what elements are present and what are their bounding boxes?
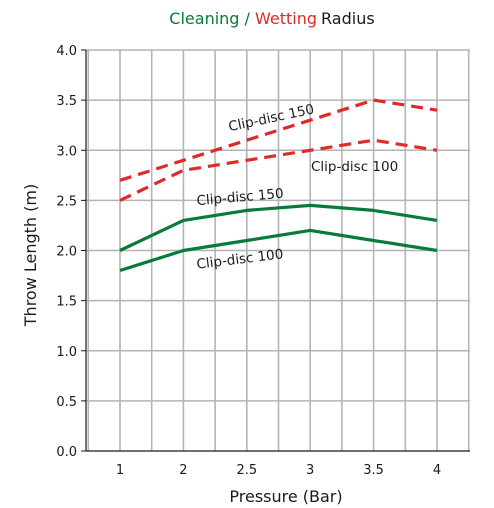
series-label-wetting-150: Clip-disc 150 xyxy=(227,101,316,135)
title-radius: Radius xyxy=(321,9,375,28)
y-tick-label: 0.5 xyxy=(56,395,77,410)
y-tick-label: 1.5 xyxy=(56,295,77,310)
series-label-cleaning-150: Clip-disc 150 xyxy=(196,186,284,210)
x-tick-labels: 1 2 2.5 3 3.5 4 xyxy=(116,463,441,478)
series-line-wetting-150 xyxy=(119,98,438,182)
y-tick-label: 3.0 xyxy=(56,144,77,159)
chart-title: Cleaning / Wetting Radius xyxy=(169,9,374,28)
x-axis-label: Pressure (Bar) xyxy=(229,487,342,506)
series-label-wetting-100: Clip-disc 100 xyxy=(311,159,398,175)
grid xyxy=(86,49,470,451)
x-tick-label: 3 xyxy=(306,463,314,478)
title-cleaning: Cleaning xyxy=(169,9,239,28)
y-tick-label: 2.5 xyxy=(56,194,77,209)
y-tick-labels: 0.0 0.5 1.0 1.5 2.0 2.5 3.0 3.5 4.0 xyxy=(56,44,86,460)
y-axis-label: Throw Length (m) xyxy=(21,184,40,327)
y-tick-label: 0.0 xyxy=(56,445,77,460)
series-lines xyxy=(119,98,438,273)
title-wetting: Wetting xyxy=(255,9,317,28)
y-tick-label: 2.0 xyxy=(56,245,77,260)
y-tick-label: 4.0 xyxy=(56,44,77,59)
series-line-cleaning-100 xyxy=(119,228,438,273)
x-tick-label: 2 xyxy=(179,463,187,478)
x-tick-label: 3.5 xyxy=(363,463,384,478)
series-line-wetting-100 xyxy=(119,138,438,202)
y-tick-label: 1.0 xyxy=(56,345,77,360)
title-separator: / xyxy=(239,9,255,28)
x-tick-label: 1 xyxy=(116,463,124,478)
series-line-cleaning-150 xyxy=(119,203,438,252)
x-tick-label: 2.5 xyxy=(236,463,257,478)
x-tick-label: 4 xyxy=(433,463,441,478)
y-tick-label: 3.5 xyxy=(56,94,77,109)
